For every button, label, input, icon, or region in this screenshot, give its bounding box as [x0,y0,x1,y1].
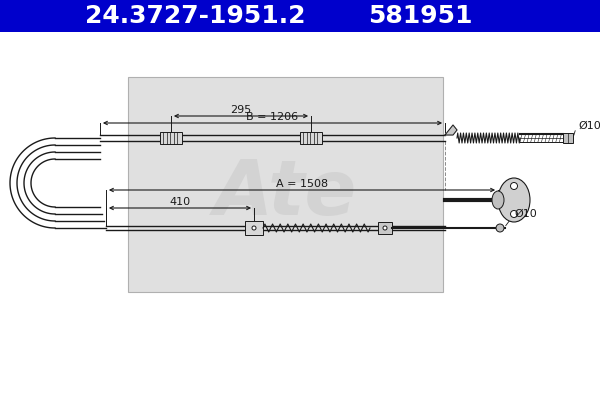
Text: 581951: 581951 [368,4,472,28]
Circle shape [383,226,387,230]
Text: 410: 410 [169,197,191,207]
Text: Ate: Ate [214,158,357,232]
Circle shape [511,210,517,218]
Text: 295: 295 [230,105,251,115]
Text: Ø10: Ø10 [578,121,600,131]
Ellipse shape [498,178,530,222]
Text: Ø10: Ø10 [514,209,537,219]
Polygon shape [445,125,457,135]
Bar [378,222,392,234]
Text: A = 1508: A = 1508 [276,179,328,189]
Circle shape [511,182,517,190]
Bar [300,132,322,144]
Bar [128,77,443,292]
Bar [160,132,182,144]
Text: 24.3727-1951.2: 24.3727-1951.2 [85,4,305,28]
Bar [563,133,573,143]
Bar [0,0,600,32]
Text: B = 1206: B = 1206 [247,112,299,122]
Circle shape [496,224,504,232]
Bar [245,221,263,235]
Circle shape [252,226,256,230]
Ellipse shape [492,191,504,209]
